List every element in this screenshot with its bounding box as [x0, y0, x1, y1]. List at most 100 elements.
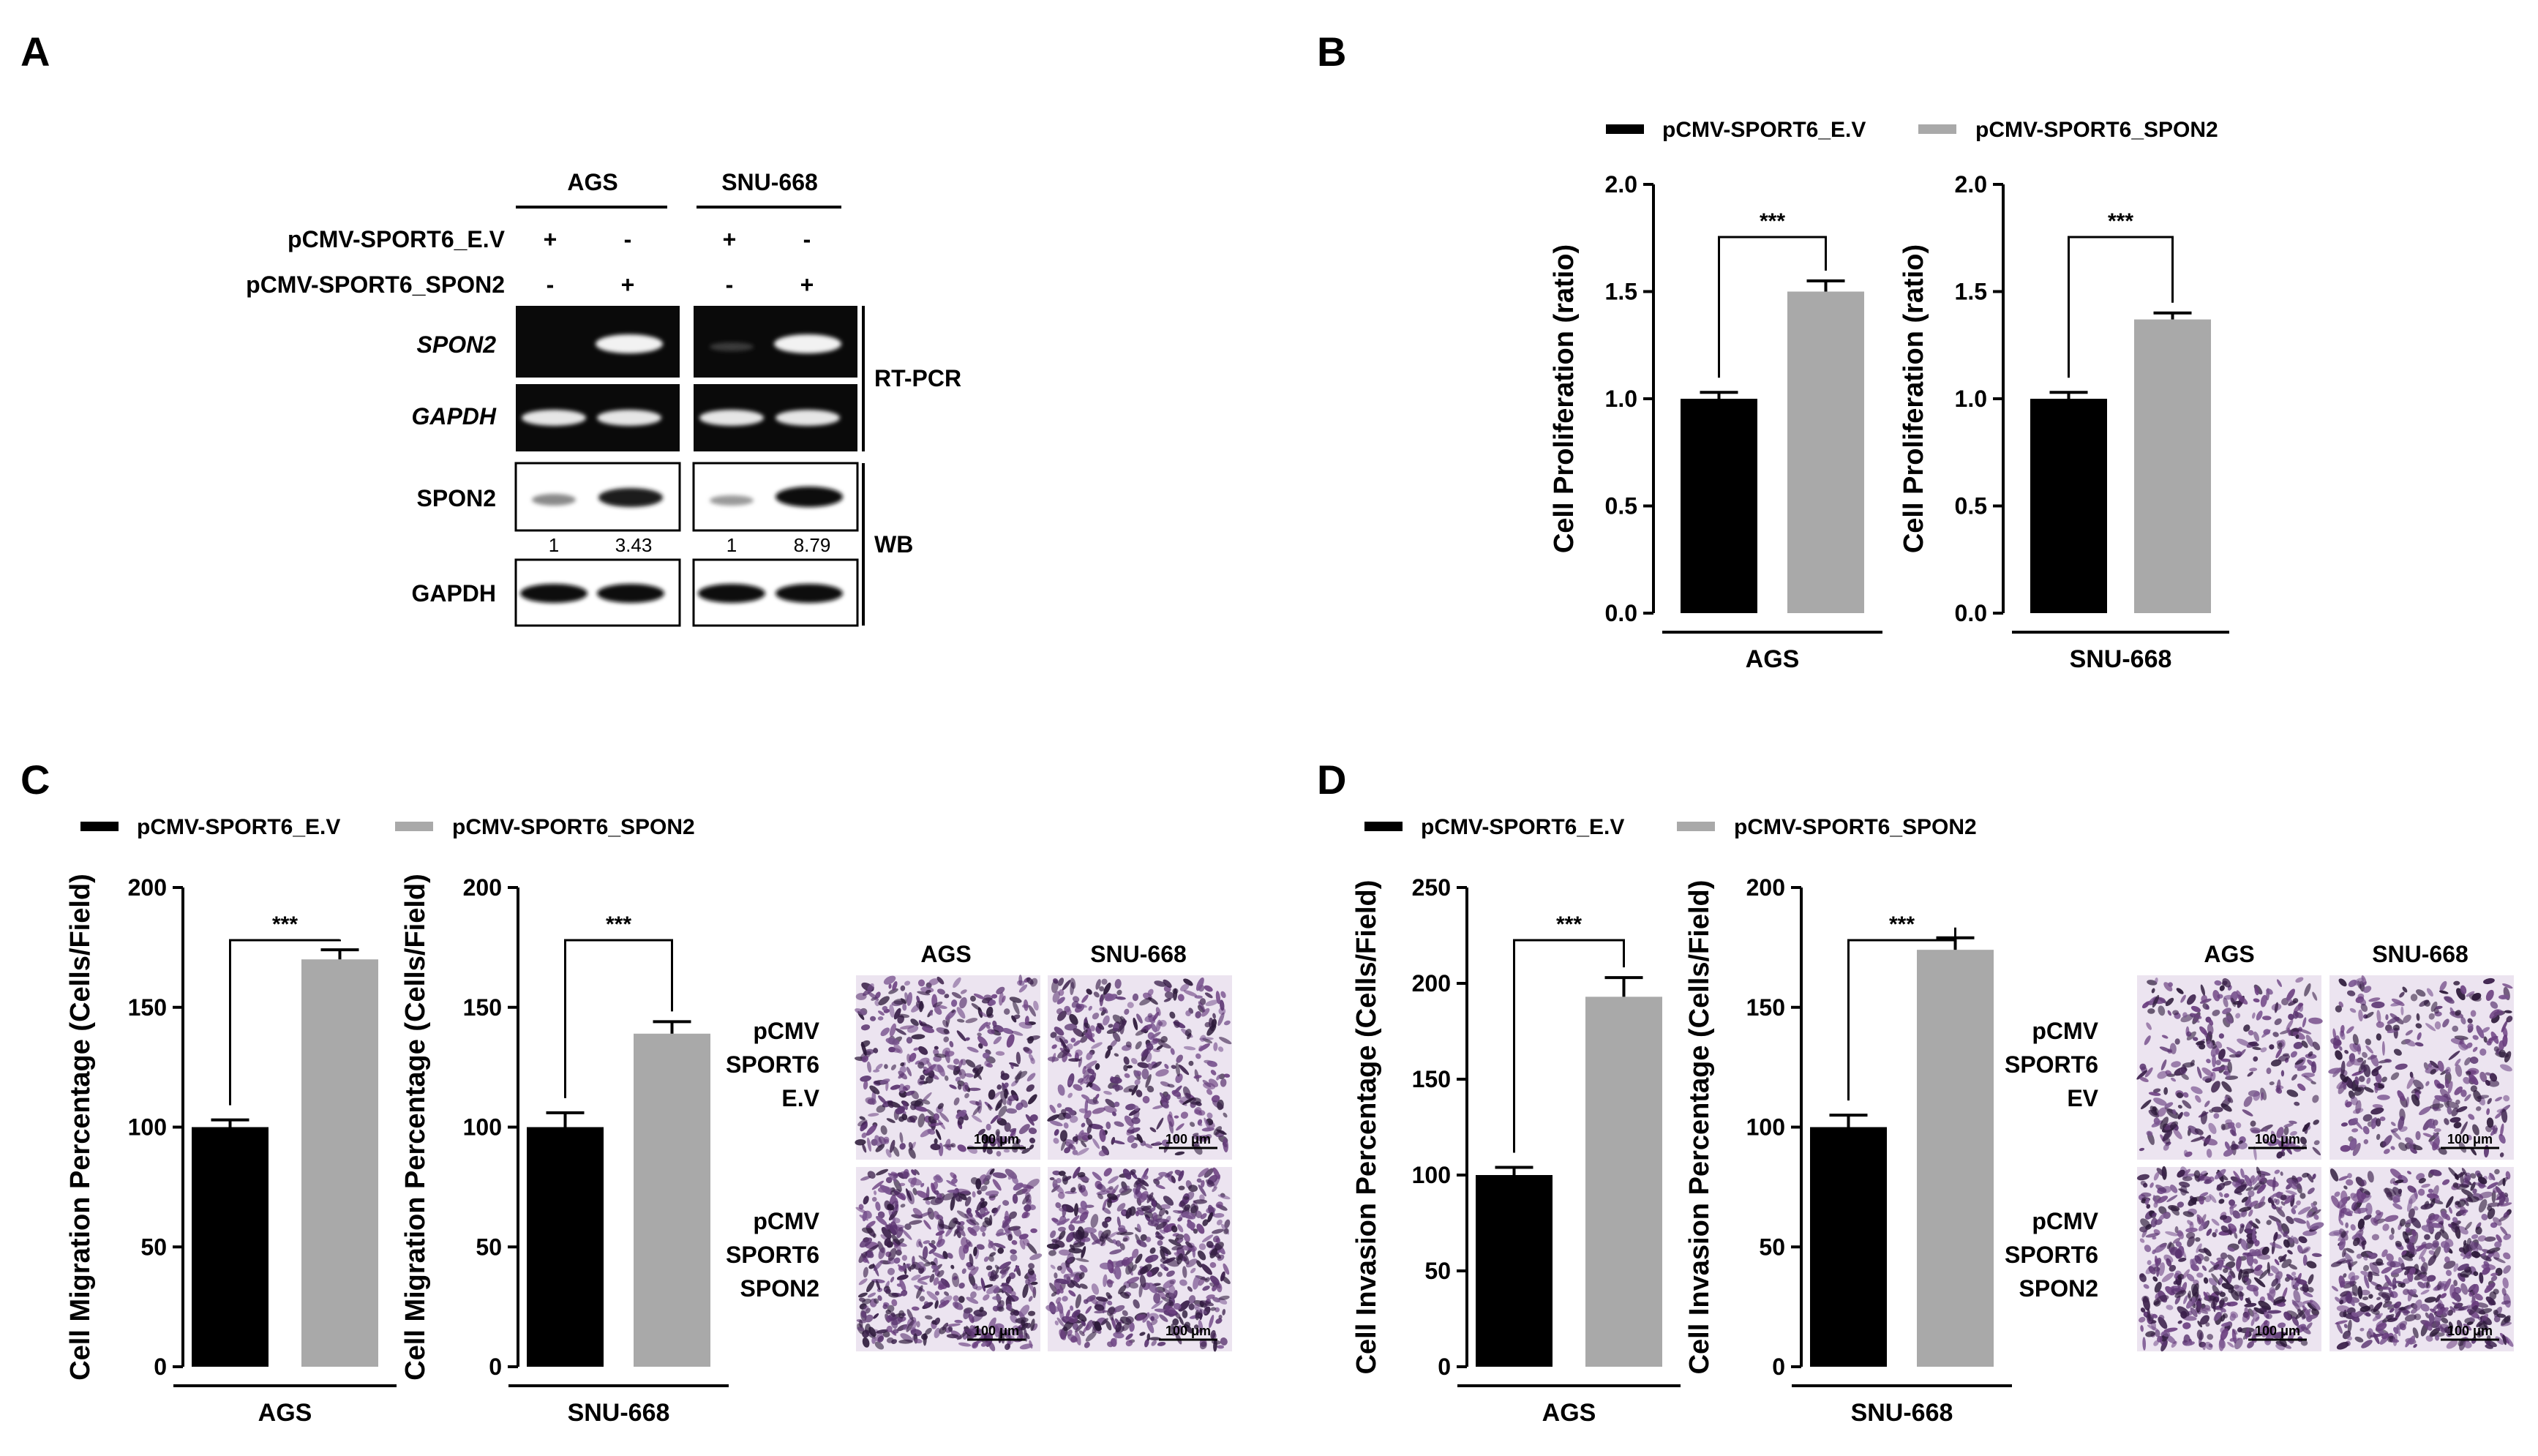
cell	[969, 1219, 980, 1226]
cell	[2415, 1130, 2421, 1141]
cell	[1107, 1045, 1113, 1051]
cell	[1085, 1306, 1092, 1314]
cell	[1055, 1202, 1062, 1209]
cell	[957, 1018, 965, 1023]
cell	[1201, 1007, 1210, 1017]
cell	[1080, 1074, 1089, 1085]
cell	[988, 1239, 996, 1251]
cell	[1019, 1343, 1033, 1350]
cell	[973, 1066, 984, 1078]
cell	[868, 1326, 876, 1337]
cell	[928, 1247, 936, 1254]
y-tick-label: 0.0	[1605, 600, 1637, 626]
cell	[1081, 1094, 1090, 1100]
cell	[932, 1001, 943, 1007]
cell	[1114, 1101, 1120, 1107]
cell	[1080, 1035, 1088, 1043]
cell	[890, 1276, 895, 1283]
cell	[977, 1190, 982, 1195]
row-label-spon2: pCMV-SPORT6_SPON2	[246, 271, 505, 298]
cell	[862, 1144, 867, 1153]
cell	[1179, 1316, 1184, 1326]
micro-col-ags: AGS	[2204, 941, 2254, 967]
bar-spon2	[301, 959, 378, 1367]
cell	[939, 1112, 950, 1122]
cell	[1015, 1138, 1021, 1144]
cell	[1158, 1171, 1168, 1177]
cell	[1147, 1032, 1155, 1040]
cell	[993, 1242, 1006, 1249]
cell	[885, 1288, 891, 1294]
cell	[1028, 1094, 1037, 1105]
chart-b-ags: 0.0 0.5 1.0 1.5 2.0 Cell Proliferation (ratio…	[1549, 171, 1882, 673]
cell	[982, 1231, 985, 1237]
cell	[1179, 983, 1190, 992]
cell	[1103, 1015, 1110, 1026]
cell	[965, 1037, 970, 1041]
cell	[1116, 1203, 1126, 1212]
cell	[869, 1085, 880, 1095]
cell	[1204, 1021, 1211, 1028]
scale-bar-label: 100 μm	[2447, 1132, 2493, 1147]
micrograph: 100 μm	[854, 975, 1040, 1160]
row-label-ev: pCMV-SPORT6_E.V	[288, 226, 506, 252]
cell	[931, 1064, 945, 1073]
cell	[1216, 1129, 1227, 1135]
cell	[1163, 979, 1172, 988]
cell	[1209, 1275, 1220, 1286]
cell	[1001, 1329, 1010, 1340]
x-group-label: AGS	[1746, 645, 1800, 673]
cell	[1075, 1294, 1081, 1309]
cell	[1127, 1002, 1134, 1008]
chart-b-snu-668: 0.0 0.5 1.0 1.5 2.0 Cell Proliferation (ratio…	[1899, 171, 2229, 673]
cell	[937, 1219, 945, 1230]
cell	[1198, 1001, 1206, 1013]
cell	[1052, 991, 1060, 1003]
cell	[1195, 1053, 1201, 1059]
cell	[1216, 1074, 1221, 1081]
cell	[1156, 1117, 1164, 1130]
cell	[1009, 997, 1022, 1003]
band-faint	[710, 342, 754, 351]
cell	[862, 1337, 870, 1348]
cell	[1004, 1088, 1008, 1099]
cell	[1011, 1239, 1018, 1245]
cell	[934, 1046, 939, 1050]
bar-spon2	[1917, 950, 1994, 1367]
cell	[925, 989, 931, 994]
y-tick-label: 1.5	[1955, 279, 1987, 305]
cell	[1011, 1176, 1018, 1185]
cell	[964, 1093, 969, 1099]
cell	[908, 1141, 913, 1150]
cell	[1082, 1065, 1086, 1075]
cell	[996, 986, 1005, 994]
bar-spon2	[1585, 997, 1662, 1367]
cell	[1206, 1112, 1213, 1119]
scale-bar-label: 100 μm	[2255, 1132, 2300, 1147]
cell	[1204, 1168, 1214, 1178]
cell	[1141, 1048, 1152, 1057]
cell	[866, 1124, 877, 1136]
cell	[958, 1342, 972, 1347]
cell	[992, 1179, 1002, 1191]
cell	[1130, 1127, 1141, 1133]
cell	[1021, 1322, 1029, 1331]
cell	[1029, 977, 1038, 987]
cell	[858, 1251, 868, 1264]
cell	[893, 1329, 899, 1334]
cell	[1182, 1253, 1190, 1265]
cell	[953, 1295, 959, 1302]
cell	[1112, 1032, 1121, 1042]
cell-line-snu668: SNU-668	[721, 169, 818, 195]
cell	[917, 1275, 931, 1281]
cell	[2376, 1095, 2390, 1100]
cell	[888, 983, 892, 989]
cell	[936, 1269, 945, 1277]
cell	[923, 1196, 936, 1201]
cell	[1072, 1149, 1078, 1155]
cell	[1164, 991, 1174, 999]
cell	[857, 1292, 868, 1298]
bracket-label-rtpcr: RT-PCR	[874, 365, 961, 391]
cell	[1024, 1204, 1032, 1212]
cell	[1086, 1099, 1099, 1105]
